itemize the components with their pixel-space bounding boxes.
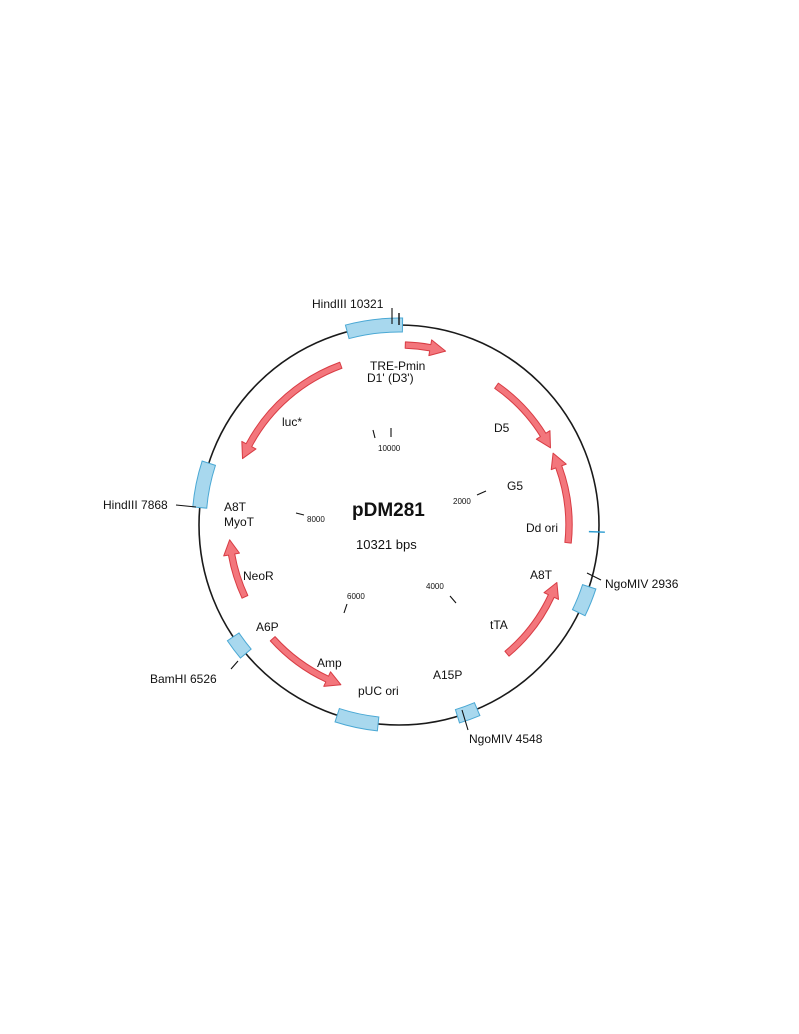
tre-pmin-label: TRE-Pmin [370, 359, 425, 373]
neor-label: NeoR [243, 569, 274, 583]
feature-block-ngomiv-region [454, 702, 481, 724]
tick-mark-6000 [343, 603, 348, 614]
tick-6000: 6000 [347, 592, 365, 601]
tick-mark-8000 [295, 512, 305, 516]
a6p-label: A6P [256, 620, 279, 634]
d5-arrow [494, 382, 551, 449]
feature-block-left-region [192, 460, 217, 509]
leader-hindiii-7868 [175, 504, 197, 508]
feature-block-bottom-region [334, 707, 380, 732]
dd-ori-label: Dd ori [526, 521, 558, 535]
leader-bamhi-6526 [230, 660, 239, 670]
leader-ngomiv-2936 [586, 572, 602, 581]
g5-label: G5 [507, 479, 523, 493]
d5-label: D5 [494, 421, 510, 435]
inner-ticks [295, 428, 487, 614]
d1-d3-label: D1' (D3') [367, 371, 414, 385]
tick-8000: 8000 [307, 515, 325, 524]
tick-10000: 10000 [378, 444, 401, 453]
feature-block-hindiii-region [344, 317, 404, 340]
a8t-left-label: A8T [224, 500, 247, 514]
a15p-label: A15P [433, 668, 462, 682]
hindiii-7868-label: HindIII 7868 [103, 498, 168, 512]
a8t-right-label: A8T [530, 568, 553, 582]
feature-block-bamhi-region [226, 632, 252, 659]
myot-label: MyoT [224, 515, 255, 529]
ngomiv-4548-label: NgoMIV 4548 [469, 732, 543, 746]
hindiii-10321-label: HindIII 10321 [312, 297, 384, 311]
tta-label: tTA [490, 618, 508, 632]
tre-pmin-arrow [404, 339, 447, 357]
bamhi-6526-label: BamHI 6526 [150, 672, 217, 686]
neor-arrow [223, 539, 249, 599]
feature-block-right-region [571, 584, 597, 617]
tick-mark-2000 [476, 490, 487, 496]
g5-arrow [550, 452, 573, 544]
feature-blocks [192, 317, 597, 732]
site-mark-dd-ori-site [588, 530, 605, 533]
ngomiv-2936-label: NgoMIV 2936 [605, 577, 679, 591]
leader-ngomiv-4548 [461, 709, 469, 731]
plasmid-size: 10321 bps [356, 537, 417, 552]
luc-label: luc* [282, 415, 302, 429]
plasmid-name: pDM281 [352, 500, 425, 521]
tick-mark-0 [372, 429, 376, 439]
tick-mark-4000 [449, 595, 457, 604]
callout-leaders [175, 308, 602, 731]
tick-2000: 2000 [453, 497, 471, 506]
puc-ori-label: pUC ori [358, 684, 399, 698]
amp-arrow [269, 636, 342, 687]
gene-arrows [223, 339, 573, 687]
tta-arrow [504, 581, 560, 657]
amp-label: Amp [317, 656, 342, 670]
site-marks [398, 313, 605, 533]
tick-4000: 4000 [426, 582, 444, 591]
luc-arrow [241, 361, 343, 460]
